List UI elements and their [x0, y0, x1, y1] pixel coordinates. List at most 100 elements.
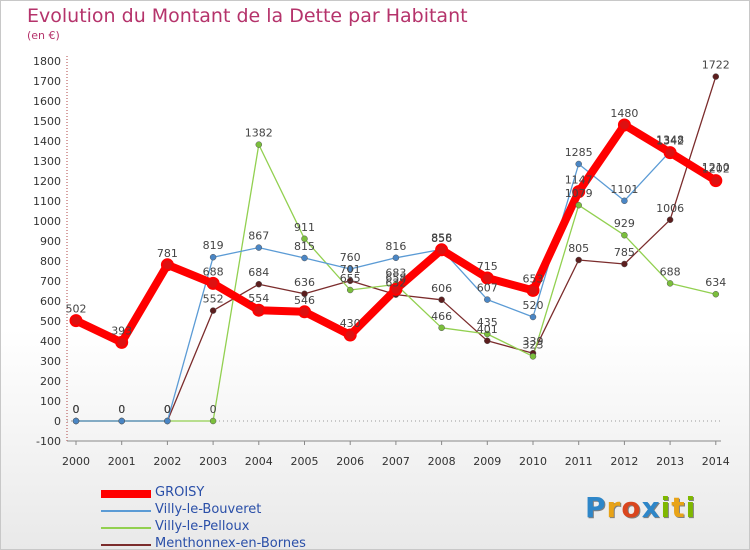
proxiti-logo: Proxiti	[585, 491, 696, 524]
data-label: 0	[73, 403, 80, 416]
y-tick-label: 1600	[33, 95, 61, 108]
data-label: 0	[73, 403, 80, 416]
data-label: 466	[431, 310, 452, 323]
data-point	[301, 290, 308, 298]
data-label: 430	[340, 317, 361, 330]
data-point	[72, 417, 80, 425]
x-tick-label: 2005	[291, 455, 319, 468]
y-tick-label: 200	[40, 375, 61, 388]
legend-swatch	[101, 527, 151, 529]
data-label: 0	[164, 403, 171, 416]
x-tick-label: 2009	[473, 455, 501, 468]
data-label: 819	[203, 239, 224, 252]
x-tick-label: 2004	[245, 455, 273, 468]
data-label: 606	[431, 282, 452, 295]
data-label: 435	[477, 316, 498, 329]
data-point	[484, 337, 491, 345]
data-label: 1348	[656, 133, 684, 146]
y-tick-label: 700	[40, 275, 61, 288]
logo-letter: i	[660, 491, 672, 524]
data-label: 688	[660, 265, 681, 278]
data-point	[115, 335, 129, 349]
chart-axes: -100010020030040050060070080090010001100…	[33, 55, 730, 468]
data-point	[69, 314, 83, 328]
logo-letter: r	[606, 491, 622, 524]
data-point	[298, 305, 311, 319]
legend-swatch	[101, 490, 151, 498]
data-point	[301, 235, 308, 243]
x-tick-label: 2003	[199, 455, 227, 468]
data-point	[346, 265, 354, 273]
data-label: 655	[340, 272, 361, 285]
data-point	[617, 118, 631, 132]
data-point	[255, 280, 263, 288]
data-label: 554	[248, 292, 269, 305]
y-tick-label: -100	[36, 435, 61, 448]
legend-label: Menthonnex-en-Bornes	[155, 536, 306, 550]
data-point	[301, 254, 308, 262]
logo-letter: P	[585, 491, 607, 524]
data-label: 1202	[702, 163, 730, 176]
data-point	[480, 271, 494, 285]
data-point	[209, 417, 217, 425]
y-tick-label: 100	[40, 395, 61, 408]
data-label: 911	[294, 221, 315, 234]
y-tick-label: 300	[40, 355, 61, 368]
series-line-groisy	[72, 121, 720, 347]
data-label: 520	[523, 299, 544, 312]
data-label: 1285	[565, 146, 593, 159]
data-label: 1210	[702, 161, 730, 174]
data-point	[709, 174, 723, 188]
logo-letter: o	[621, 491, 642, 524]
data-label: 1342	[656, 135, 684, 148]
data-point	[663, 146, 677, 160]
data-label: 701	[340, 263, 361, 276]
data-point	[346, 277, 354, 285]
data-point	[621, 260, 628, 268]
legend-swatch	[101, 510, 151, 512]
data-point	[438, 296, 445, 304]
data-label: 0	[73, 403, 80, 416]
y-tick-label: 600	[40, 295, 61, 308]
data-label: 785	[614, 246, 635, 259]
data-point	[621, 197, 628, 205]
data-label: 634	[705, 276, 726, 289]
series-markers	[69, 73, 723, 425]
data-label: 688	[203, 265, 224, 278]
data-label: 1147	[565, 174, 593, 187]
data-label: 683	[385, 266, 406, 279]
data-label: 658	[385, 271, 406, 284]
data-label: 401	[477, 323, 498, 336]
data-label: 805	[568, 242, 589, 255]
x-tick-label: 2007	[382, 455, 410, 468]
data-point	[526, 283, 540, 297]
y-tick-label: 800	[40, 255, 61, 268]
y-tick-label: 1300	[33, 155, 61, 168]
data-point	[435, 243, 449, 257]
data-label: 0	[210, 403, 217, 416]
x-tick-label: 2011	[565, 455, 593, 468]
legend-swatch	[101, 544, 151, 546]
data-label: 636	[294, 276, 315, 289]
data-point	[575, 201, 582, 209]
data-label: 1382	[245, 127, 273, 140]
data-label: 653	[523, 272, 544, 285]
data-point	[255, 244, 263, 251]
y-tick-label: 0	[54, 415, 61, 428]
data-label: 0	[118, 403, 125, 416]
data-point	[164, 417, 171, 425]
chart-subtitle: (en €)	[27, 29, 60, 42]
x-tick-label: 2001	[108, 455, 136, 468]
data-point	[575, 256, 582, 264]
data-label: 546	[294, 294, 315, 307]
data-label: 632	[385, 277, 406, 290]
data-point	[346, 286, 354, 294]
data-point	[621, 231, 628, 239]
y-tick-label: 1400	[33, 135, 61, 148]
x-tick-label: 2000	[62, 455, 90, 468]
data-label: 815	[294, 240, 315, 253]
data-label: 393	[111, 324, 132, 337]
data-label: 816	[385, 240, 406, 253]
data-labels: 502 393 781 688 554 546 430 658 856 715 653 1147 148…	[66, 59, 730, 416]
